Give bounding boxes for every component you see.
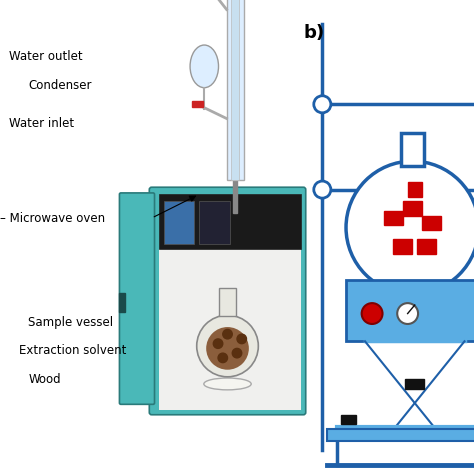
Bar [231,0,239,180]
Circle shape [223,329,232,339]
Text: Extraction solvent: Extraction solvent [19,344,127,357]
Circle shape [397,303,418,324]
Text: Condenser: Condenser [28,79,92,92]
Text: Water outlet: Water outlet [9,50,83,64]
FancyBboxPatch shape [119,193,155,404]
Circle shape [197,315,258,377]
Bar [233,0,237,213]
Text: Water inlet: Water inlet [9,117,74,130]
Bar [119,293,125,312]
Bar [199,201,230,244]
Text: Sample vessel: Sample vessel [28,316,114,329]
Bar [405,379,424,389]
Bar [422,216,441,230]
Circle shape [232,348,242,358]
Ellipse shape [190,45,219,88]
Bar [227,0,244,180]
Bar [403,201,422,216]
Ellipse shape [204,378,251,390]
Bar [219,288,236,316]
Bar [346,280,474,341]
Circle shape [346,161,474,294]
Circle shape [237,334,246,344]
Bar [192,101,203,107]
Bar [401,133,424,166]
Bar [341,415,356,424]
Text: Wood: Wood [28,373,61,386]
Bar [393,239,412,254]
Bar [408,182,422,197]
Text: – Microwave oven: – Microwave oven [0,211,105,225]
FancyBboxPatch shape [149,187,306,415]
Circle shape [362,303,383,324]
Bar [384,211,403,225]
Bar [164,201,194,244]
Circle shape [218,353,228,363]
Text: b): b) [303,24,325,42]
Bar [327,429,474,441]
Circle shape [213,339,223,348]
Bar [159,194,301,249]
Bar [159,249,301,410]
Ellipse shape [206,327,249,370]
Circle shape [314,96,331,113]
Bar [417,239,436,254]
Circle shape [314,181,331,198]
